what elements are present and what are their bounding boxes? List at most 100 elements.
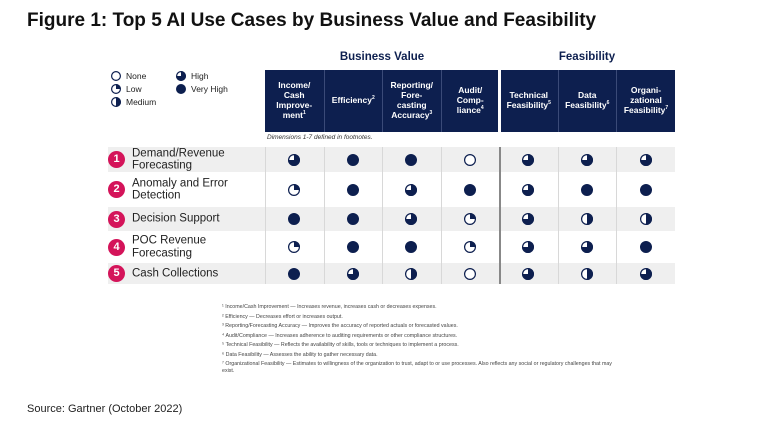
rating-mark — [522, 240, 535, 254]
rating-mark — [580, 240, 593, 254]
footnote: ⁷ Organizational Feasibility — Estimates… — [222, 361, 612, 374]
rating-mark — [288, 183, 301, 196]
column-label: Reporting/ Fore- casting Accuracy — [390, 80, 434, 120]
rating-mark — [463, 153, 476, 166]
rating-mark — [405, 240, 418, 254]
rating-mark — [346, 240, 359, 254]
rating-mark — [175, 83, 187, 95]
column-header: Efficiency2 — [323, 70, 383, 132]
column-label: Data Feasibility — [565, 90, 607, 110]
column-divider — [440, 147, 442, 284]
rating-mark — [639, 212, 652, 226]
rating-mark — [463, 212, 476, 226]
legend-label: Medium — [126, 97, 157, 107]
rank-badge: 1 — [108, 151, 125, 168]
footnote-ref: 5 — [548, 100, 551, 107]
rank-badge: 3 — [108, 210, 125, 228]
column-divider — [557, 147, 559, 284]
figure-title: Figure 1: Top 5 AI Use Cases by Business… — [27, 10, 597, 31]
legend-label: None — [126, 71, 147, 81]
footnote: ³ Reporting/Forecasting Accuracy — Impro… — [222, 323, 458, 329]
rating-mark — [405, 183, 418, 196]
rating-mark — [175, 70, 187, 82]
table-row: 3 Decision Support — [108, 207, 675, 231]
rating-mark — [288, 212, 301, 226]
rating-mark — [463, 183, 476, 196]
rating-mark — [580, 153, 593, 166]
footnote-ref: 2 — [371, 95, 375, 102]
table-row: 5 Cash Collections — [108, 263, 675, 284]
rating-mark — [288, 240, 301, 254]
rating-mark — [639, 153, 652, 166]
legend-item: Low — [110, 83, 142, 95]
column-divider — [323, 147, 325, 284]
legend-item: Medium — [110, 96, 156, 108]
legend-item: High — [175, 70, 208, 82]
use-case-label: Decision Support — [132, 212, 220, 225]
use-case-label: Cash Collections — [132, 267, 219, 280]
use-case-label: POC Revenue Forecasting — [132, 234, 207, 259]
rank-badge: 2 — [108, 181, 125, 198]
column-label: Organi- zational Feasibility — [623, 85, 666, 115]
rating-mark — [405, 212, 418, 226]
source-line: Source: Gartner (October 2022) — [27, 403, 183, 415]
rating-mark — [522, 267, 535, 280]
column-divider — [499, 147, 501, 284]
table-row: 1 Demand/Revenue Forecasting — [108, 147, 675, 172]
rating-mark — [639, 240, 652, 254]
footnote: ⁵ Technical Feasibility — Reflects the a… — [222, 342, 459, 348]
group-feasibility: Feasibility — [558, 51, 616, 63]
rating-mark — [463, 240, 476, 254]
column-divider — [265, 147, 266, 284]
rating-mark — [110, 96, 122, 108]
column-label: Technical Feasibility — [506, 90, 549, 110]
footnote: ⁶ Data Feasibility — Assesses the abilit… — [222, 352, 378, 358]
footnote: ⁴ Audit/Compliance — Increases adherence… — [222, 333, 458, 339]
legend-label: Very High — [191, 84, 228, 94]
rating-mark — [522, 153, 535, 166]
table-row: 2 Anomaly and Error Detection — [108, 172, 675, 207]
rating-mark — [346, 183, 359, 196]
footnote-ref: 6 — [606, 100, 610, 107]
rank-badge: 5 — [108, 265, 125, 282]
column-header: Data Feasibility6 — [557, 70, 617, 132]
rating-mark — [639, 267, 652, 280]
column-header: Income/ Cash Improve- ment1 — [265, 70, 324, 132]
use-case-label: Anomaly and Error Detection — [132, 176, 228, 202]
rating-mark — [580, 267, 593, 280]
column-label: Income/ Cash Improve- ment — [276, 80, 313, 120]
group-divider — [498, 70, 501, 132]
rating-mark — [346, 267, 359, 280]
column-label: Efficiency — [331, 95, 372, 106]
column-header: Audit/ Comp- liance4 — [440, 70, 500, 132]
rating-mark — [580, 183, 593, 196]
rating-mark — [463, 267, 476, 280]
rating-mark — [346, 212, 359, 226]
legend-label: High — [191, 71, 209, 81]
rank-badge: 4 — [108, 238, 125, 256]
footnote-ref: 7 — [665, 105, 669, 112]
footnote-ref: 1 — [303, 109, 306, 116]
legend-label: Low — [126, 84, 142, 94]
column-divider — [616, 147, 617, 284]
column-header: Technical Feasibility5 — [499, 70, 558, 132]
column-header: Organi- zational Feasibility7 — [616, 70, 675, 132]
rating-mark — [110, 70, 122, 82]
footnote-ref: 4 — [480, 105, 484, 112]
use-case-label: Demand/Revenue Forecasting — [132, 146, 225, 172]
footnote-ref: 3 — [429, 109, 433, 116]
rating-mark — [522, 183, 535, 196]
column-header: Reporting/ Fore- casting Accuracy3 — [382, 70, 441, 132]
table-row: 4 POC Revenue Forecasting — [108, 231, 675, 263]
rating-mark — [288, 267, 301, 280]
column-label: Audit/ Comp- liance — [456, 85, 484, 115]
rating-mark — [522, 212, 535, 226]
rating-mark — [580, 212, 593, 226]
dimensions-note: Dimensions 1-7 defined in footnotes. — [267, 134, 373, 141]
footnote: ¹ Income/Cash Improvement — Increases re… — [222, 304, 437, 310]
rating-mark — [288, 153, 301, 166]
rating-mark — [110, 83, 122, 95]
column-divider — [382, 147, 383, 284]
legend-item: None — [110, 70, 146, 82]
column-header-band: Income/ Cash Improve- ment1 Efficiency2 Re… — [265, 70, 675, 132]
